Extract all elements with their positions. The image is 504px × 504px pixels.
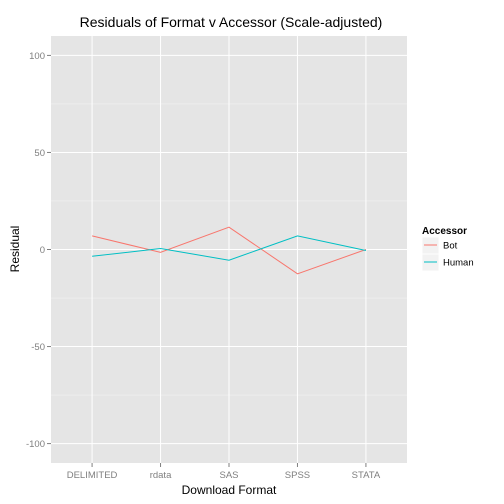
y-tick-label: 50 — [34, 148, 45, 159]
major-gridlines — [51, 36, 407, 463]
legend-items: Bot Human — [421, 236, 474, 272]
x-tick-label: SAS — [219, 470, 238, 481]
series-line-bot — [91, 226, 367, 275]
series-lines — [91, 226, 367, 275]
legend: Accessor Bot Human — [421, 226, 474, 272]
x-tick-label: rdata — [150, 470, 172, 481]
legend-label-bot: Bot — [443, 241, 458, 252]
y-tick-label: -50 — [31, 342, 45, 353]
chart-title: Residuals of Format v Accessor (Scale-ad… — [80, 14, 383, 30]
y-tick-label: 100 — [29, 51, 45, 62]
x-axis-ticks: DELIMITED rdata SAS SPSS STATA — [67, 463, 381, 481]
legend-title: Accessor — [422, 226, 467, 237]
legend-label-human: Human — [443, 258, 474, 269]
y-axis-ticks: -100 -50 0 50 100 — [26, 51, 51, 450]
series-line-human — [92, 235, 367, 261]
y-tick-label: -100 — [26, 439, 45, 450]
x-tick-label: STATA — [352, 470, 381, 481]
x-axis-title: Download Format — [182, 483, 277, 497]
y-tick-label: 0 — [40, 245, 45, 256]
x-tick-label: SPSS — [285, 470, 310, 481]
x-tick-label: DELIMITED — [67, 470, 118, 481]
y-axis-title: Residual — [8, 226, 22, 273]
